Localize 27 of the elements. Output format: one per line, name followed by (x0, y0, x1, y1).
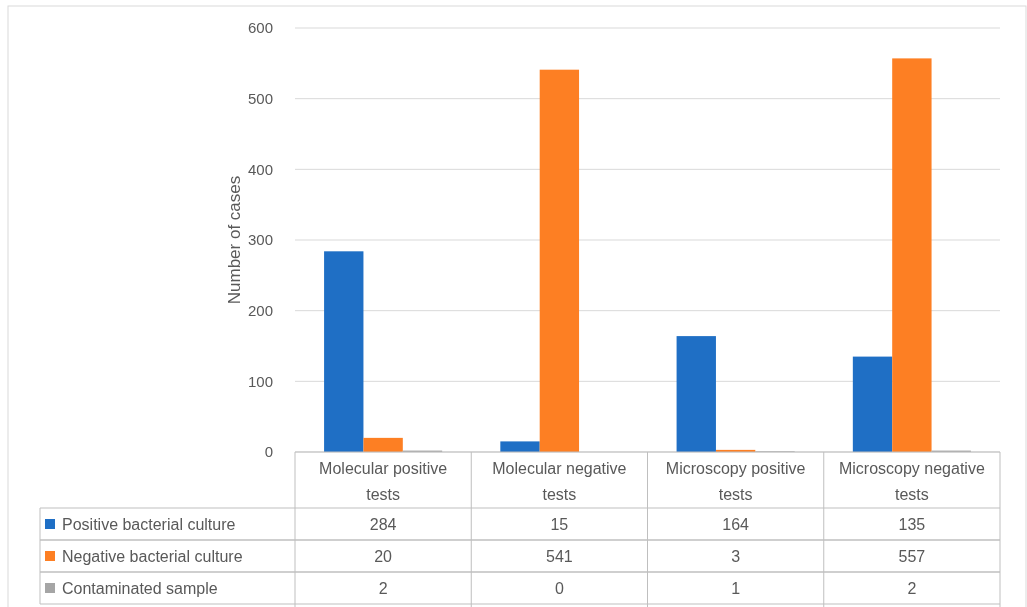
x-tick-label: Molecular negative tests (492, 460, 627, 504)
data-label: 135 (898, 515, 926, 533)
y-tick-label: 200 (247, 301, 273, 319)
data-label: 284 (369, 515, 397, 533)
data-label: 20 (374, 547, 393, 565)
data-label: 0 (554, 579, 564, 597)
y-tick-label: 100 (247, 372, 273, 390)
data-label: 164 (722, 515, 750, 533)
y-tick-label: 500 (247, 89, 273, 107)
data-label: 2 (378, 579, 388, 597)
data-label: 15 (550, 515, 569, 533)
y-tick-label: 300 (247, 231, 273, 249)
legend-label: Negative bacterial culture (62, 547, 243, 565)
data-label: 1 (731, 579, 741, 597)
x-tick-label: Molecular positive tests (319, 460, 448, 504)
legend-label: Positive bacterial culture (62, 515, 236, 533)
data-label: 557 (898, 547, 926, 565)
y-axis-title: Number of cases (225, 175, 244, 305)
data-label: 541 (546, 547, 573, 565)
y-tick-label: 400 (247, 160, 273, 178)
data-label: 3 (731, 547, 741, 565)
legend-label: Contaminated sample (62, 579, 218, 597)
x-tick-label: Microscopy negative tests (838, 460, 985, 504)
x-tick-label: Microscopy positive tests (665, 460, 806, 504)
y-tick-label: 600 (247, 19, 273, 37)
data-label: 2 (907, 579, 917, 597)
y-tick-label: 0 (264, 443, 273, 461)
